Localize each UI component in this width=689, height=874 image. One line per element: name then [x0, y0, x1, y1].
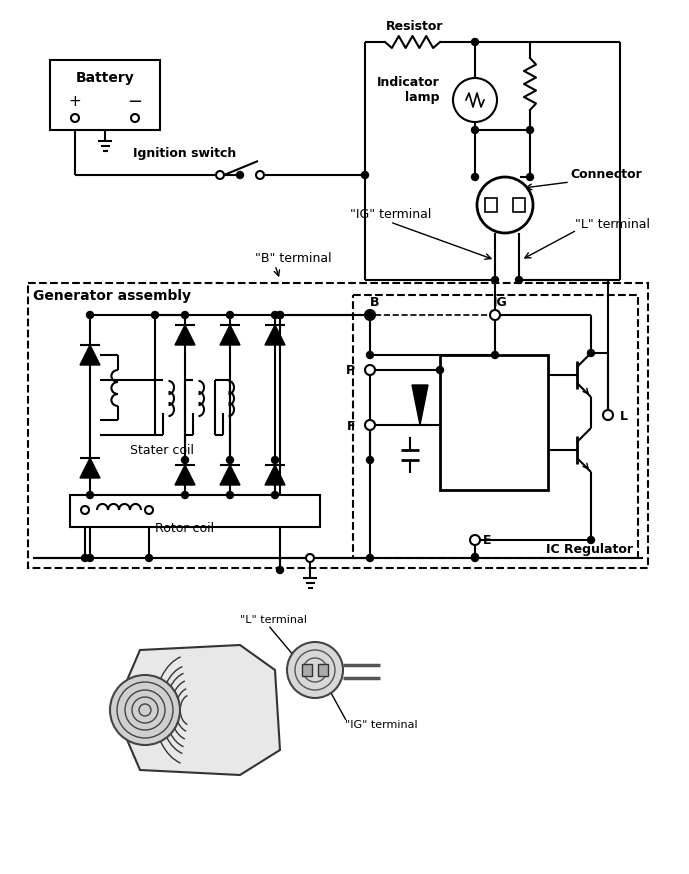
Circle shape — [471, 127, 478, 134]
Circle shape — [87, 311, 94, 318]
Polygon shape — [175, 325, 195, 345]
FancyBboxPatch shape — [353, 295, 638, 558]
Circle shape — [131, 114, 139, 122]
Circle shape — [471, 553, 478, 560]
Circle shape — [365, 365, 375, 375]
Circle shape — [276, 566, 283, 573]
Circle shape — [367, 351, 373, 358]
Circle shape — [588, 350, 595, 357]
Circle shape — [227, 311, 234, 318]
Circle shape — [287, 642, 343, 698]
FancyBboxPatch shape — [302, 664, 312, 676]
Polygon shape — [220, 465, 240, 485]
Circle shape — [236, 171, 243, 178]
Circle shape — [306, 554, 314, 562]
Circle shape — [81, 506, 89, 514]
Text: IC: IC — [483, 413, 505, 432]
Circle shape — [181, 491, 189, 498]
Circle shape — [367, 311, 373, 318]
Text: Connector: Connector — [570, 169, 641, 182]
Text: "IG" terminal: "IG" terminal — [350, 209, 431, 221]
Polygon shape — [412, 385, 428, 425]
FancyBboxPatch shape — [485, 198, 497, 212]
Text: "IG" terminal: "IG" terminal — [345, 720, 418, 730]
Circle shape — [87, 554, 94, 561]
Circle shape — [367, 456, 373, 463]
Circle shape — [470, 535, 480, 545]
Text: L: L — [620, 410, 628, 422]
Circle shape — [276, 311, 283, 318]
Text: Resistor: Resistor — [387, 19, 444, 32]
Circle shape — [271, 311, 278, 318]
Circle shape — [471, 554, 478, 561]
Circle shape — [526, 174, 533, 181]
Circle shape — [271, 491, 278, 498]
Text: B: B — [370, 295, 380, 309]
Polygon shape — [265, 325, 285, 345]
Polygon shape — [175, 465, 195, 485]
Text: +: + — [69, 94, 81, 109]
Text: Generator assembly: Generator assembly — [33, 289, 191, 303]
FancyBboxPatch shape — [318, 664, 328, 676]
Circle shape — [227, 491, 234, 498]
Circle shape — [227, 456, 234, 463]
Circle shape — [181, 456, 189, 463]
Circle shape — [471, 174, 478, 181]
Text: Ignition switch: Ignition switch — [134, 147, 236, 159]
Text: Battery: Battery — [76, 71, 134, 85]
Circle shape — [365, 310, 375, 320]
Circle shape — [367, 554, 373, 561]
Circle shape — [362, 171, 369, 178]
FancyBboxPatch shape — [440, 355, 548, 490]
Text: "L" terminal: "L" terminal — [240, 615, 307, 625]
Text: "B" terminal: "B" terminal — [255, 252, 331, 265]
Circle shape — [271, 456, 278, 463]
Circle shape — [152, 311, 158, 318]
Text: −: − — [127, 93, 143, 111]
Circle shape — [276, 311, 283, 318]
Circle shape — [588, 537, 595, 544]
FancyBboxPatch shape — [513, 198, 525, 212]
Polygon shape — [80, 345, 100, 365]
Circle shape — [491, 351, 499, 358]
FancyBboxPatch shape — [70, 495, 320, 527]
Text: F: F — [347, 420, 355, 433]
Polygon shape — [125, 645, 280, 775]
Circle shape — [145, 554, 152, 561]
Text: Stater coil: Stater coil — [130, 443, 194, 456]
Circle shape — [81, 554, 88, 561]
Circle shape — [526, 127, 533, 134]
Circle shape — [471, 38, 478, 45]
Circle shape — [437, 366, 444, 373]
Circle shape — [181, 311, 189, 318]
Circle shape — [87, 491, 94, 498]
Text: IC Regulator: IC Regulator — [546, 544, 633, 557]
Text: Rotor coil: Rotor coil — [156, 522, 214, 535]
FancyBboxPatch shape — [50, 60, 160, 130]
Circle shape — [256, 171, 264, 179]
Text: Indicator
lamp: Indicator lamp — [378, 76, 440, 104]
Circle shape — [110, 675, 180, 745]
Polygon shape — [265, 465, 285, 485]
Text: E: E — [483, 535, 491, 547]
Circle shape — [603, 410, 613, 420]
Polygon shape — [220, 325, 240, 345]
Circle shape — [453, 78, 497, 122]
Text: P: P — [346, 364, 355, 378]
Circle shape — [490, 310, 500, 320]
Polygon shape — [80, 458, 100, 478]
Circle shape — [145, 506, 153, 514]
Circle shape — [71, 114, 79, 122]
Circle shape — [491, 276, 499, 283]
Circle shape — [365, 420, 375, 430]
Circle shape — [216, 171, 224, 179]
FancyBboxPatch shape — [28, 283, 648, 568]
Circle shape — [477, 177, 533, 233]
Circle shape — [515, 276, 522, 283]
Text: IG: IG — [493, 295, 507, 309]
Text: "L" terminal: "L" terminal — [575, 218, 650, 232]
